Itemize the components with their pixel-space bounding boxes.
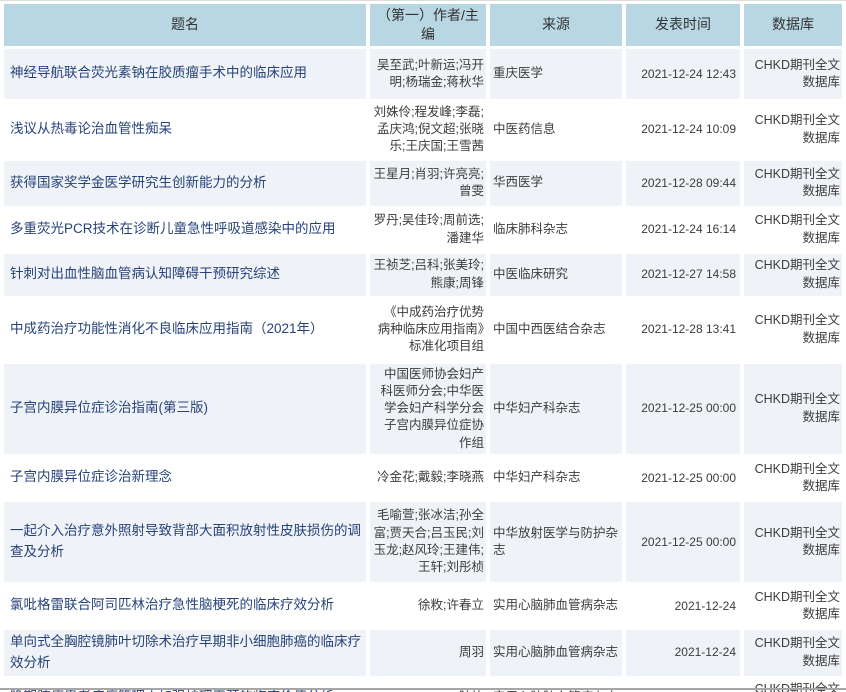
table-row: 中成药治疗功能性消化不良临床应用指南（2021年） 《中成药治疗优势病种临床应用…: [4, 298, 842, 361]
source-cell: 实用心脑肺血管病杂志: [490, 629, 622, 676]
pubdate-cell: 2021-12-27 14:58: [626, 253, 740, 296]
article-title-link[interactable]: 子宫内膜异位症诊治指南(第三版): [10, 400, 208, 416]
source-cell: 实用心脑肺血管病杂志: [490, 584, 622, 627]
title-cell: 浅议从热毒论治血管性痴呆: [4, 101, 366, 158]
source-cell: 重庆医学: [490, 48, 622, 99]
database-cell: CHKD期刊全文数据库: [744, 584, 842, 627]
source-cell: 中华妇产科杂志: [490, 363, 622, 454]
source-cell: 中华妇产科杂志: [490, 456, 622, 499]
title-cell: 一起介入治疗意外照射导致背部大面积放射性皮肤损伤的调查及分析: [4, 501, 366, 582]
authors-cell: 徐敉;许春立: [370, 584, 486, 627]
database-cell: CHKD期刊全文数据库: [744, 101, 842, 158]
title-cell: 多重荧光PCR技术在诊断儿童急性呼吸道感染中的应用: [4, 208, 366, 251]
column-header-source: 来源: [490, 4, 622, 46]
title-cell: 神经导航联合荧光素钠在胶质瘤手术中的临床应用: [4, 48, 366, 99]
source-cell: 中医临床研究: [490, 253, 622, 296]
authors-cell: 《中成药治疗优势病种临床应用指南》标准化项目组: [370, 298, 486, 361]
pubdate-cell: 2021-12-25 00:00: [626, 501, 740, 582]
database-cell: CHKD期刊全文数据库: [744, 501, 842, 582]
column-header-database: 数据库: [744, 4, 842, 46]
bottom-divider: [0, 688, 846, 690]
table-row: 多重荧光PCR技术在诊断儿童急性呼吸道感染中的应用 罗丹;吴佳玲;周前选;潘建华…: [4, 208, 842, 251]
source-cell: 华西医学: [490, 160, 622, 206]
table-row: 一起介入治疗意外照射导致背部大面积放射性皮肤损伤的调查及分析 毛喻萱;张冰洁;孙…: [4, 501, 842, 582]
pubdate-cell: 2021-12-24 10:09: [626, 101, 740, 158]
authors-cell: 周羽: [370, 629, 486, 676]
pubdate-cell: 2021-12-28 13:41: [626, 298, 740, 361]
pubdate-cell: 2021-12-24: [626, 629, 740, 676]
authors-cell: 王星月;肖羽;许亮亮;曾雯: [370, 160, 486, 206]
table-row: 单向式全胸腔镜肺叶切除术治疗早期非小细胞肺癌的临床疗效分析 周羽 实用心脑肺血管…: [4, 629, 842, 676]
database-cell: CHKD期刊全文数据库: [744, 208, 842, 251]
article-title-link[interactable]: 单向式全胸腔镜肺叶切除术治疗早期非小细胞肺癌的临床疗效分析: [10, 633, 361, 670]
table-row: 子宫内膜异位症诊治新理念 冷金花;戴毅;李晓燕 中华妇产科杂志 2021-12-…: [4, 456, 842, 499]
table-row: 获得国家奖学金医学研究生创新能力的分析 王星月;肖羽;许亮亮;曾雯 华西医学 2…: [4, 160, 842, 206]
table-row: 针刺对出血性脑血管病认知障碍干预研究综述 王祯芝;吕科;张美玲;熊康;周锋 中医…: [4, 253, 842, 296]
database-cell: CHKD期刊全文数据库: [744, 48, 842, 99]
article-title-link[interactable]: 子宫内膜异位症诊治新理念: [10, 469, 172, 485]
database-cell: CHKD期刊全文数据库: [744, 298, 842, 361]
database-cell: CHKD期刊全文数据库: [744, 629, 842, 676]
title-cell: 获得国家奖学金医学研究生创新能力的分析: [4, 160, 366, 206]
pubdate-cell: 2021-12-25 00:00: [626, 363, 740, 454]
pubdate-cell: 2021-12-25 00:00: [626, 456, 740, 499]
authors-cell: 冷金花;戴毅;李晓燕: [370, 456, 486, 499]
authors-cell: 刘姝伶;程发峰;李磊;孟庆鸿;倪文超;张晓乐;王庆国;王雪茜: [370, 101, 486, 158]
column-header-authors: （第一）作者/主编: [370, 4, 486, 46]
article-title-link[interactable]: 氯吡格雷联合阿司匹林治疗急性脑梗死的临床疗效分析: [10, 597, 334, 613]
pubdate-cell: 2021-12-24: [626, 584, 740, 627]
authors-cell: 王祯芝;吕科;张美玲;熊康;周锋: [370, 253, 486, 296]
database-cell: CHKD期刊全文数据库: [744, 160, 842, 206]
database-cell: CHKD期刊全文数据库: [744, 456, 842, 499]
article-title-link[interactable]: 神经导航联合荧光素钠在胶质瘤手术中的临床应用: [10, 65, 307, 81]
column-header-date: 发表时间: [626, 4, 740, 46]
source-cell: 中医药信息: [490, 101, 622, 158]
article-title-link[interactable]: 一起介入治疗意外照射导致背部大面积放射性皮肤损伤的调查及分析: [10, 522, 361, 559]
article-title-link[interactable]: 针刺对出血性脑血管病认知障碍干预研究综述: [10, 266, 280, 282]
authors-cell: 中国医师协会妇产科医师分会;中华医学会妇产科学分会子宫内膜异位症协作组: [370, 363, 486, 454]
pubdate-cell: 2021-12-28 09:44: [626, 160, 740, 206]
database-cell: CHKD期刊全文数据库: [744, 253, 842, 296]
table-row: 浅议从热毒论治血管性痴呆 刘姝伶;程发峰;李磊;孟庆鸿;倪文超;张晓乐;王庆国;…: [4, 101, 842, 158]
title-cell: 针刺对出血性脑血管病认知障碍干预研究综述: [4, 253, 366, 296]
article-title-link[interactable]: 获得国家奖学金医学研究生创新能力的分析: [10, 174, 267, 190]
authors-cell: 罗丹;吴佳玲;周前选;潘建华: [370, 208, 486, 251]
table-row: 氯吡格雷联合阿司匹林治疗急性脑梗死的临床疗效分析 徐敉;许春立 实用心脑肺血管病…: [4, 584, 842, 627]
source-cell: 中国中西医结合杂志: [490, 298, 622, 361]
authors-cell: 毛喻萱;张冰洁;孙全富;贾天合;吕玉民;刘玉龙;赵风玲;王建伟;王轩;刘彤桢: [370, 501, 486, 582]
title-cell: 单向式全胸腔镜肺叶切除术治疗早期非小细胞肺癌的临床疗效分析: [4, 629, 366, 676]
column-header-title: 题名: [4, 4, 366, 46]
table-row: 神经导航联合荧光素钠在胶质瘤手术中的临床应用 吴至武;叶新运;冯开明;杨瑞金;蒋…: [4, 48, 842, 99]
table-header-row: 题名 （第一）作者/主编 来源 发表时间 数据库: [4, 4, 842, 46]
title-cell: 氯吡格雷联合阿司匹林治疗急性脑梗死的临床疗效分析: [4, 584, 366, 627]
article-title-link[interactable]: 晚期肺癌患者疼痛管理中加强护理干预的临床价值分析: [10, 689, 334, 692]
title-cell: 子宫内膜异位症诊治新理念: [4, 456, 366, 499]
source-cell: 中华放射医学与防护杂志: [490, 501, 622, 582]
pubdate-cell: 2021-12-24 16:14: [626, 208, 740, 251]
article-title-link[interactable]: 多重荧光PCR技术在诊断儿童急性呼吸道感染中的应用: [10, 221, 336, 237]
article-title-link[interactable]: 浅议从热毒论治血管性痴呆: [10, 121, 172, 137]
title-cell: 子宫内膜异位症诊治指南(第三版): [4, 363, 366, 454]
authors-cell: 吴至武;叶新运;冯开明;杨瑞金;蒋秋华: [370, 48, 486, 99]
title-cell: 中成药治疗功能性消化不良临床应用指南（2021年）: [4, 298, 366, 361]
database-cell: CHKD期刊全文数据库: [744, 363, 842, 454]
table-row: 子宫内膜异位症诊治指南(第三版) 中国医师协会妇产科医师分会;中华医学会妇产科学…: [4, 363, 842, 454]
article-title-link[interactable]: 中成药治疗功能性消化不良临床应用指南（2021年）: [10, 321, 324, 337]
source-cell: 临床肺科杂志: [490, 208, 622, 251]
pubdate-cell: 2021-12-24 12:43: [626, 48, 740, 99]
